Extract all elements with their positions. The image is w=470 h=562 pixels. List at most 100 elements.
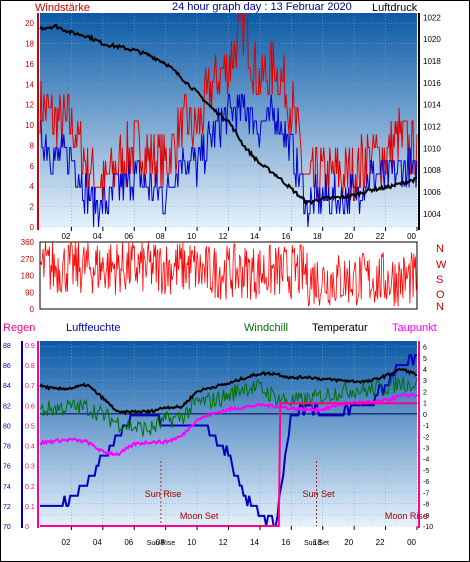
weather-x-tick-label: 20 (344, 538, 353, 547)
right-axis-title: Luftdruck (372, 2, 418, 14)
top-x-tick-label: 22 (376, 232, 385, 241)
top-x-tick-label: 08 (156, 232, 165, 241)
legend-dewpoint: Taupunkt (392, 322, 437, 334)
top-left-tick-label: 20 (25, 19, 34, 28)
chart-title: 24 hour graph day : 13 Februar 2020 (172, 1, 352, 13)
weather-x-tick-label: 02 (62, 538, 71, 547)
rain-tick-label: 0 (25, 524, 29, 531)
top-left-tick-label: 14 (25, 80, 34, 89)
top-x-tick-label: 16 (281, 232, 290, 241)
direction-tick-label: 0 (30, 305, 35, 314)
humidity-tick-label: 84 (3, 383, 11, 390)
left-axis-title: Windstärke (35, 2, 90, 14)
rain-tick-label: 0.1 (25, 504, 35, 511)
top-left-tick-label: 12 (25, 101, 34, 110)
temp-tick-label: 0 (423, 412, 427, 419)
direction-letter: O (436, 289, 445, 301)
humidity-line (40, 354, 417, 527)
temp-tick-label: -9 (423, 513, 429, 520)
top-right-tick-label: 1020 (423, 35, 441, 44)
humidity-tick-label: 86 (3, 363, 11, 370)
sun-set-axis-label: Sun Set (304, 540, 329, 547)
top-right-tick-label: 1022 (423, 13, 441, 22)
direction-line (39, 241, 418, 307)
legend-windchill: Windchill (244, 322, 288, 334)
top-x-tick-label: 12 (219, 232, 228, 241)
event-annotation: Sun Rise (145, 489, 182, 499)
weather-x-tick-label: 10 (187, 538, 196, 547)
rain-tick-label: 0.6 (25, 403, 35, 410)
top-right-tick-label: 1018 (423, 57, 441, 66)
top-right-tick-label: 1004 (423, 210, 441, 219)
top-right-tick-label: 1008 (423, 166, 441, 175)
top-right-tick-label: 1016 (423, 79, 441, 88)
top-left-tick-label: 6 (30, 162, 35, 171)
temp-tick-label: 6 (423, 345, 427, 352)
temp-tick-label: -5 (423, 468, 429, 475)
humidity-tick-label: 80 (3, 423, 11, 430)
event-annotation: Sun Set (302, 489, 335, 499)
temp-tick-label: -6 (423, 479, 429, 486)
dewpoint-line (39, 393, 418, 457)
top-x-tick-label: 10 (187, 232, 196, 241)
top-x-tick-label: 20 (344, 232, 353, 241)
humidity-tick-label: 82 (3, 403, 11, 410)
temp-tick-label: 3 (423, 378, 427, 385)
temp-tick-label: -8 (423, 502, 429, 509)
direction-series (39, 241, 418, 307)
top-right-tick-label: 1012 (423, 123, 441, 132)
top-left-tick-label: 16 (25, 60, 34, 69)
top-left-tick-label: 2 (30, 203, 35, 212)
top-left-tick-label: 8 (30, 141, 35, 150)
temp-tick-label: -10 (423, 524, 433, 531)
wind-line (40, 94, 418, 228)
top-x-tick-label: 02 (62, 232, 71, 241)
direction-tick-label: 270 (21, 255, 35, 264)
rain-line (40, 402, 417, 527)
direction-tick-label: 360 (21, 238, 35, 247)
top-x-tick-label: 14 (250, 232, 259, 241)
weather-x-tick-label: 14 (250, 538, 259, 547)
direction-letter: S (436, 274, 443, 286)
weather-x-tick-label: 08 (156, 538, 165, 547)
humidity-tick-label: 76 (3, 464, 11, 471)
temp-tick-label: -3 (423, 446, 429, 453)
weather-x-tick-label: 04 (93, 538, 102, 547)
legend-humidity: Luftfeuchte (66, 322, 120, 334)
temp-tick-label: -1 (423, 423, 429, 430)
legend-temperature: Temperatur (312, 322, 368, 334)
humidity-tick-label: 72 (3, 504, 11, 511)
rain-tick-label: 0.8 (25, 363, 35, 370)
humidity-tick-label: 74 (3, 484, 11, 491)
temp-tick-label: 5 (423, 356, 427, 363)
direction-tick-label: 180 (21, 272, 35, 281)
top-left-tick-label: 18 (25, 40, 34, 49)
pressure-line (39, 23, 418, 206)
weather-series (39, 354, 418, 527)
rain-tick-label: 0.2 (25, 484, 35, 491)
humidity-tick-label: 70 (3, 524, 11, 531)
rain-tick-label: 0.4 (25, 444, 35, 451)
top-left-tick-label: 0 (30, 223, 35, 232)
top-left-tick-label: 4 (30, 182, 35, 191)
weather-x-tick-label: 18 (313, 538, 322, 547)
event-annotation: Moon Rise (385, 511, 428, 521)
sun-rise-axis-label: Sun Rise (147, 540, 176, 547)
top-right-tick-label: 1010 (423, 144, 441, 153)
legend-rain: Regen (3, 322, 35, 334)
humidity-tick-label: 78 (3, 444, 11, 451)
top-x-tick-label: 06 (124, 232, 133, 241)
temperature-line (39, 367, 418, 416)
rain-tick-label: 0.9 (25, 343, 35, 350)
windchill-line (39, 375, 418, 437)
event-annotation: Moon Set (180, 511, 219, 521)
top-axis-labels: 02 04 06 08 10 12 14 16 18 20 22 000246810121416182… (25, 13, 441, 241)
temp-tick-label: -7 (423, 490, 429, 497)
direction-letter: N (436, 243, 444, 255)
plot-area-direction (39, 241, 418, 310)
weather-x-tick-label: 22 (376, 538, 385, 547)
weather-axis-labels: 02 04 06 08 10 12 14 16 18 20 22 00-10-9-8-7-6-5-4-… (3, 341, 433, 547)
rain-tick-label: 0.5 (25, 423, 35, 430)
